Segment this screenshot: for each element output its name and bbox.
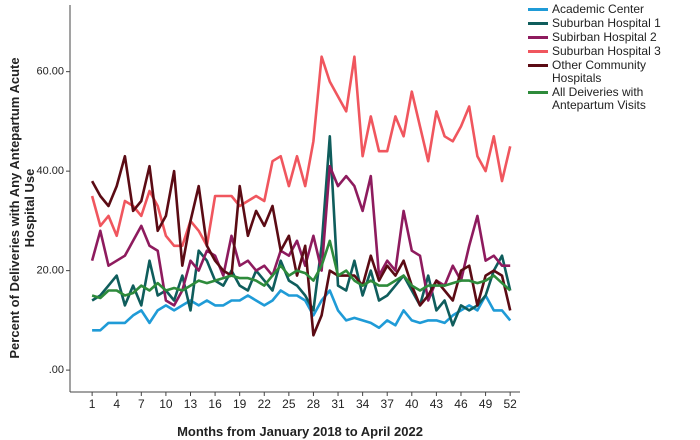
x-tick-label: 22 [258,397,272,411]
legend-label: All Deiveries with Antepartum Visits [552,85,646,112]
x-tick-label: 28 [307,397,321,411]
x-tick-label: 7 [138,397,145,411]
x-tick-label: 16 [208,397,222,411]
legend-item: Subirban Hospital 2 [528,31,696,44]
x-tick-label: 37 [381,397,395,411]
x-tick-label: 52 [503,397,517,411]
y-tick-label: .00 [49,364,64,376]
y-tick-label: 40.00 [36,165,64,177]
x-tick-label: 40 [405,397,419,411]
y-tick-label: 60.00 [36,66,64,78]
y-tick-label: 20.00 [36,265,64,277]
x-axis-label: Months from January 2018 to April 2022 [177,424,423,439]
legend-label: Suburban Hospital 3 [552,44,661,58]
x-tick-label: 13 [184,397,198,411]
legend-swatch [528,64,548,67]
series-line [90,164,511,307]
series-line [91,239,512,300]
series-line [91,135,512,327]
legend-swatch [528,91,548,94]
x-tick-label: 25 [282,397,296,411]
x-tick-label: 19 [233,397,247,411]
legend-label: Suburban Hospital 1 [552,16,661,30]
legend-label: Academic Center [552,2,645,16]
legend-item: Academic Center [528,3,696,16]
legend: Academic Center Suburban Hospital 1 Subirb… [528,3,696,113]
x-tick-label: 1 [89,397,96,411]
x-tick-label: 10 [159,397,173,411]
legend-item: All Deiveries with Antepartum Visits [528,86,696,112]
x-tick-label: 43 [430,397,444,411]
legend-swatch [528,50,548,53]
legend-label: Subirban Hospital 2 [552,30,657,44]
x-tick-label: 49 [479,397,493,411]
x-tick-label: 46 [454,397,468,411]
legend-swatch [528,36,548,39]
x-tick-label: 34 [356,397,370,411]
legend-item: Suburban Hospital 3 [528,45,696,58]
x-tick-label: 31 [331,397,345,411]
legend-item: Other Community Hospitals [528,59,696,85]
y-axis-label: Percent of Deliveries with Any Antepartu… [7,57,37,359]
legend-label: Other Community Hospitals [552,58,647,85]
legend-swatch [528,8,548,11]
legend-swatch [528,22,548,25]
legend-item: Suburban Hospital 1 [528,17,696,30]
x-tick-label: 4 [113,397,120,411]
series-line [92,289,512,332]
